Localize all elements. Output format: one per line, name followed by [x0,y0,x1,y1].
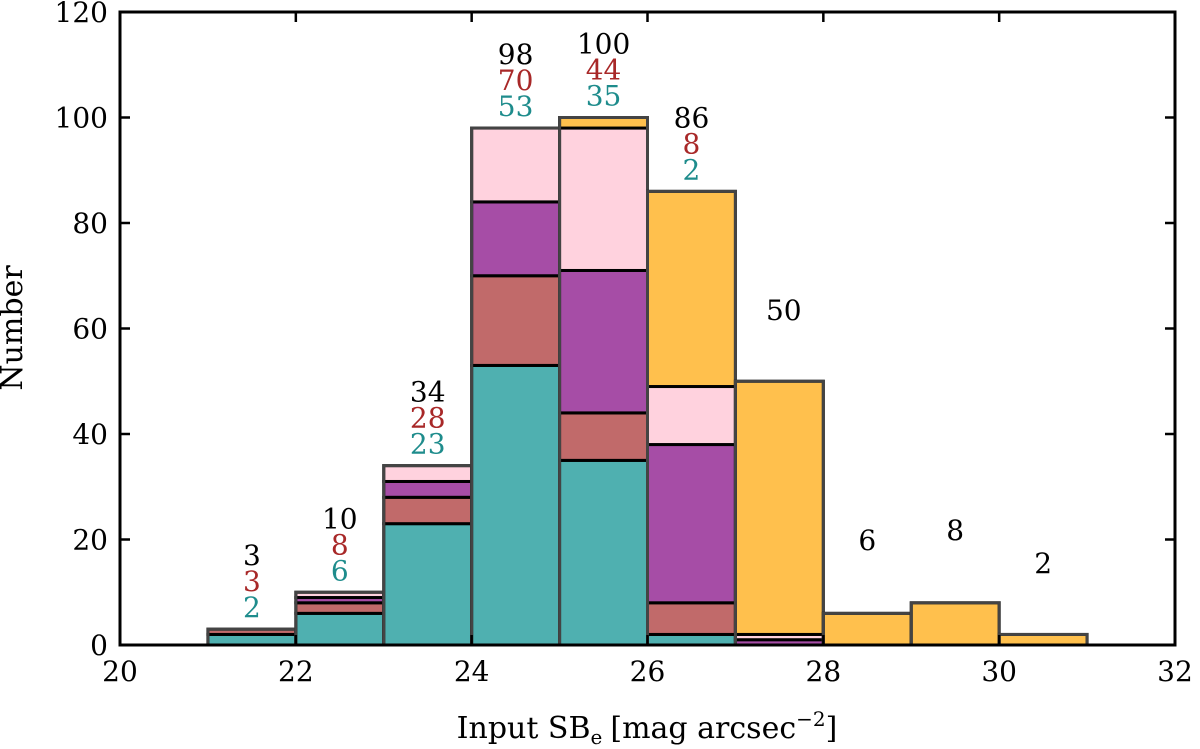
bar-segment-0 [382,522,474,647]
bar-segment-4 [909,601,1001,647]
x-tick-label: 20 [102,655,138,688]
x-tick-label: 28 [806,655,842,688]
bar-segment-2 [646,443,737,605]
red-count-label: 8 [331,528,349,561]
bars-group [206,116,1089,647]
bar-segment-3 [470,126,562,204]
teal-count-label: 23 [410,428,446,461]
bar-segment-4 [821,611,913,647]
total-label: 98 [498,38,534,71]
teal-count-label: 53 [498,90,534,123]
total-label: 6 [858,524,876,557]
total-label: 86 [674,101,710,134]
red-count-label: 70 [498,64,534,97]
x-tick-label: 26 [630,655,666,688]
bar-segment-4 [997,632,1089,647]
bar-segment-1 [382,495,474,526]
x-axis-label: Input SBe [mag arcsec−2] [457,707,838,749]
total-label: 34 [410,376,446,409]
teal-count-label: 35 [586,80,622,113]
teal-count-label: 6 [331,554,349,587]
bar-segment-1 [470,274,562,367]
y-tick-label: 40 [72,418,108,451]
bar-segment-0 [558,458,649,647]
y-tick-label: 120 [55,0,108,29]
total-label: 3 [243,539,261,572]
total-label: 100 [577,28,630,61]
total-label: 8 [946,514,964,547]
bar-segment-1 [558,411,649,462]
y-tick-label: 80 [72,207,108,240]
bar-segment-4 [558,116,649,130]
bar-segment-3 [558,126,649,272]
y-tick-label: 20 [72,524,108,557]
bar-segment-0 [294,611,386,647]
y-tick-label: 60 [72,313,108,346]
bar-segment-0 [470,363,562,647]
red-count-label: 28 [410,402,446,435]
total-label: 2 [1034,547,1052,580]
red-count-label: 44 [586,54,622,87]
x-tick-label: 30 [981,655,1017,688]
bar-segment-0 [646,632,737,647]
bar-segment-3 [646,385,737,447]
bar-segment-4 [733,379,825,636]
bar-segment-1 [646,601,737,636]
x-tick-label: 32 [1157,655,1193,688]
total-label: 50 [766,294,802,327]
y-axis-label: Number [0,265,30,391]
red-count-label: 3 [243,565,261,598]
bar-segment-2 [382,479,474,499]
bar-segment-2 [558,268,649,415]
bar-segment-1 [294,601,386,615]
bar-segment-3 [382,464,474,483]
teal-count-label: 2 [243,591,261,624]
x-tick-label: 22 [278,655,314,688]
teal-count-label: 2 [683,153,701,186]
x-tick-label: 24 [454,655,490,688]
y-tick-label: 0 [90,629,108,662]
bar-segment-2 [470,200,562,278]
total-label: 10 [322,502,358,535]
bar-segment-0 [206,632,298,647]
red-count-label: 8 [683,127,701,160]
bar-segment-4 [646,189,737,389]
y-tick-label: 100 [55,102,108,135]
